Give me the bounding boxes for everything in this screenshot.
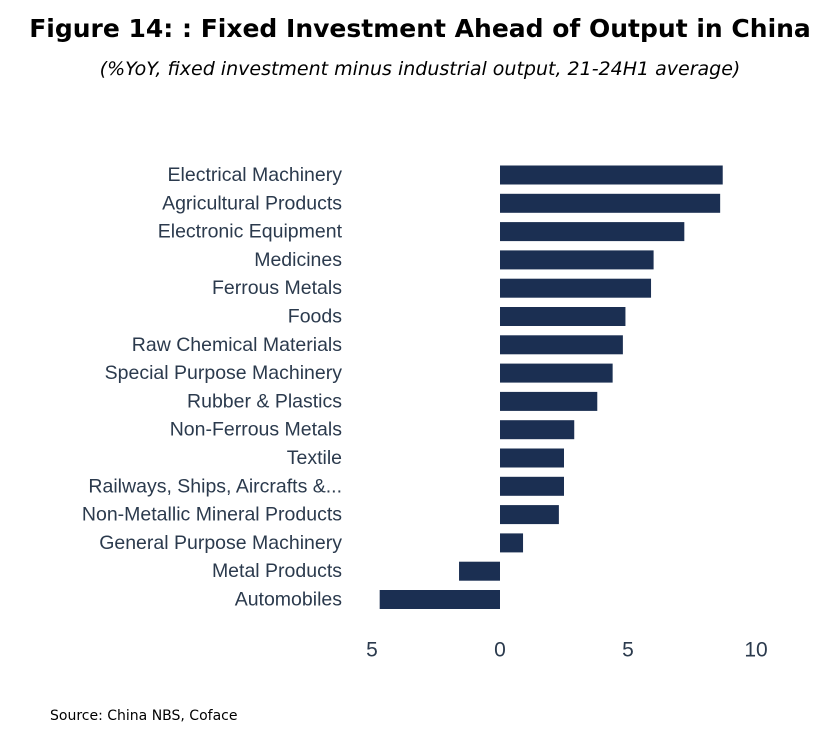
category-label: Textile [287, 447, 342, 469]
source-note: Source: China NBS, Coface [50, 708, 238, 724]
bar [500, 307, 626, 326]
bar [500, 391, 598, 411]
bar-chart: Electrical Machinery Agricultural Product… [82, 164, 768, 662]
category-label: Electronic Equipment [158, 221, 343, 243]
category-label: Metal Products [212, 560, 342, 582]
category-label: Foods [288, 306, 342, 328]
bar [500, 278, 652, 298]
category-label: Ferrous Metals [212, 277, 342, 299]
bar [500, 476, 564, 496]
bar [500, 250, 654, 270]
category-label: General Purpose Machinery [99, 532, 342, 554]
bar [500, 505, 559, 525]
bar [500, 165, 723, 185]
category-label: Raw Chemical Materials [132, 334, 342, 356]
bar [500, 363, 613, 383]
bar [500, 533, 524, 553]
bar [379, 590, 500, 609]
x-tick-label: 0 [494, 639, 506, 662]
category-label: Rubber & Plastics [187, 390, 342, 412]
chart-subtitle: (%YoY, fixed investment minus industrial… [99, 58, 741, 80]
category-label: Non-Ferrous Metals [170, 419, 343, 441]
x-tick-label: 10 [744, 639, 767, 662]
category-label: Non-Metallic Mineral Products [82, 504, 342, 526]
chart-title: Figure 14: : Fixed Investment Ahead of O… [29, 14, 811, 43]
category-label: Medicines [254, 249, 342, 271]
bar [500, 448, 564, 468]
category-label: Automobiles [235, 589, 343, 611]
bar [500, 222, 685, 242]
bar [459, 561, 500, 581]
category-label: Railways, Ships, Aircrafts &... [88, 475, 342, 497]
category-label: Electrical Machinery [168, 164, 343, 186]
bar [500, 420, 575, 440]
category-label: Special Purpose Machinery [105, 362, 343, 384]
category-label: Agricultural Products [162, 192, 342, 214]
x-tick-label: 5 [622, 639, 634, 662]
x-tick-label: 5 [366, 639, 378, 662]
bar [500, 335, 623, 355]
bar [500, 193, 721, 213]
